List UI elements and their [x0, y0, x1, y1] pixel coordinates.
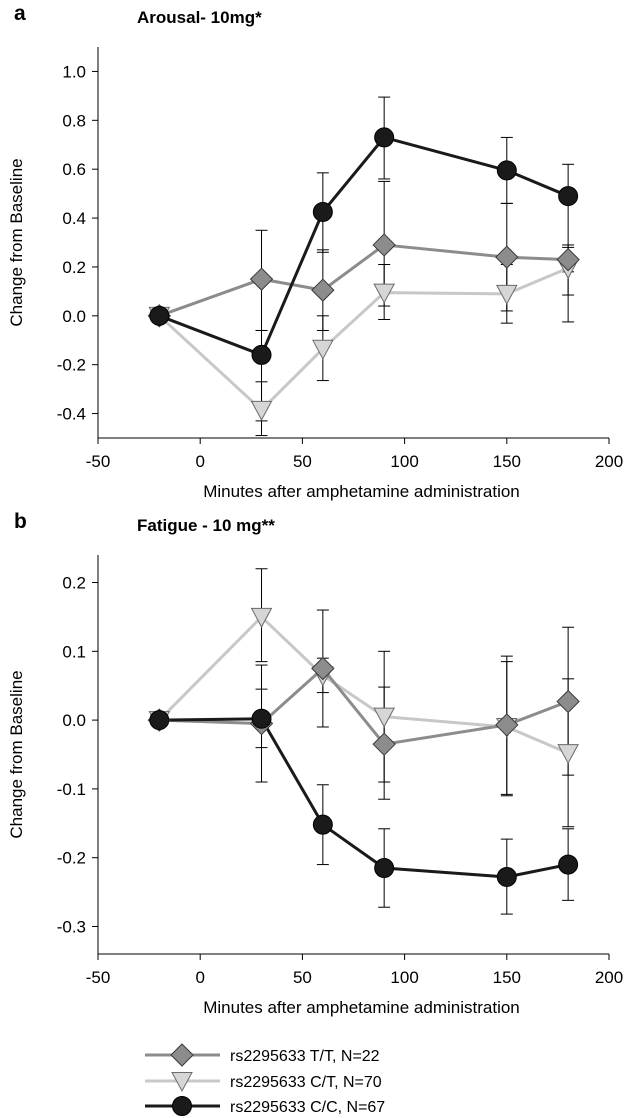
- data-point-cc: [497, 161, 516, 180]
- x-tick-label: 100: [390, 968, 418, 987]
- data-point-cc: [252, 345, 271, 364]
- data-point-cc: [375, 128, 394, 147]
- y-tick-label: 0.6: [62, 160, 86, 179]
- y-tick-label: 1.0: [62, 62, 86, 81]
- x-tick-label: 100: [390, 452, 418, 471]
- legend-entry-cc: rs2295633 C/C, N=67: [145, 1097, 385, 1117]
- data-point-tt: [557, 691, 579, 713]
- y-tick-label: -0.3: [57, 917, 86, 936]
- x-tick-label: 0: [195, 968, 204, 987]
- data-point-tt: [312, 279, 334, 301]
- legend-marker: [173, 1097, 192, 1116]
- x-tick-label: 150: [493, 968, 521, 987]
- y-tick-label: 0.0: [62, 307, 86, 326]
- panel-a: a Arousal- 10mg* -0.4 -0.2 0.0 0.2 0.4 0.6 0.8 1.…: [7, 2, 623, 501]
- panel-letter: a: [14, 2, 26, 25]
- legend-entry-tt: rs2295633 T/T, N=22: [145, 1044, 380, 1066]
- x-tick-label: 150: [493, 452, 521, 471]
- panel-title: Arousal- 10mg*: [137, 8, 262, 27]
- legend-entry-ct: rs2295633 C/T, N=70: [145, 1073, 382, 1092]
- legend-label: rs2295633 C/T, N=70: [230, 1074, 382, 1091]
- data-point-ct: [558, 745, 578, 764]
- data-point-tt: [373, 234, 395, 256]
- y-tick-label: 0.0: [62, 711, 86, 730]
- y-tick-label: 0.1: [62, 642, 86, 661]
- y-tick-label: -0.1: [57, 780, 86, 799]
- data-point-cc: [252, 709, 271, 728]
- data-point-ct: [252, 401, 272, 420]
- legend-label: rs2295633 T/T, N=22: [230, 1048, 380, 1065]
- y-axis-label: Change from Baseline: [7, 670, 26, 838]
- data-point-cc: [313, 815, 332, 834]
- data-point-tt: [496, 246, 518, 268]
- data-point-cc: [559, 855, 578, 874]
- y-tick-label: 0.8: [62, 111, 86, 130]
- legend: rs2295633 T/T, N=22 rs2295633 C/T, N=70 rs…: [145, 1044, 385, 1116]
- data-point-cc: [497, 867, 516, 886]
- x-axis-label: Minutes after amphetamine administration: [203, 998, 520, 1017]
- y-tick-label: 0.4: [62, 209, 86, 228]
- y-tick-label: -0.4: [57, 405, 86, 424]
- data-point-cc: [150, 711, 169, 730]
- y-tick-label: -0.2: [57, 849, 86, 868]
- x-tick-label: 0: [195, 452, 204, 471]
- panel-letter: b: [14, 510, 27, 533]
- y-axis-label: Change from Baseline: [7, 158, 26, 326]
- x-tick-label: 200: [595, 452, 623, 471]
- x-tick-label: 200: [595, 968, 623, 987]
- data-point-cc: [559, 187, 578, 206]
- data-point-cc: [150, 306, 169, 325]
- y-tick-label: -0.2: [57, 356, 86, 375]
- x-axis-label: Minutes after amphetamine administration: [203, 482, 520, 501]
- data-point-tt: [557, 249, 579, 271]
- legend-marker: [171, 1044, 193, 1066]
- y-tick-label: 0.2: [62, 258, 86, 277]
- panel-b: b Fatigue - 10 mg** -0.3 -0.2 -0.1 0.0 0.1 0.2 -…: [7, 510, 623, 1017]
- y-tick-label: 0.2: [62, 574, 86, 593]
- legend-label: rs2295633 C/C, N=67: [230, 1099, 385, 1116]
- x-tick-label: -50: [86, 452, 111, 471]
- x-tick-label: 50: [293, 452, 312, 471]
- data-point-tt: [251, 268, 273, 290]
- data-point-tt: [496, 714, 518, 736]
- x-tick-label: 50: [293, 968, 312, 987]
- data-point-cc: [313, 202, 332, 221]
- x-tick-label: -50: [86, 968, 111, 987]
- data-point-cc: [375, 859, 394, 878]
- panel-title: Fatigue - 10 mg**: [137, 516, 275, 535]
